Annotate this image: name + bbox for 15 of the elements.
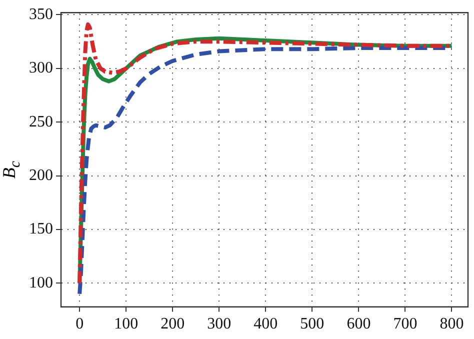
x-tick-label: 600	[346, 316, 371, 333]
x-tick-label: 100	[114, 316, 138, 333]
x-tick-label: 800	[440, 316, 464, 333]
y-tick-label: 150	[29, 220, 53, 238]
x-tick-label: 400	[254, 316, 278, 333]
x-tick-label: 500	[300, 316, 324, 333]
y-tick-label: 300	[29, 60, 53, 77]
x-tick-label: 300	[207, 316, 232, 333]
y-tick-label: 250	[29, 113, 53, 130]
y-tick-label: 350	[29, 6, 53, 23]
y-tick-label: 200	[29, 167, 53, 184]
x-tick-label: 700	[393, 316, 418, 333]
y-tick-label: 100	[29, 274, 53, 292]
x-tick-label: 200	[160, 316, 185, 333]
x-tick-label: 0	[76, 316, 84, 333]
